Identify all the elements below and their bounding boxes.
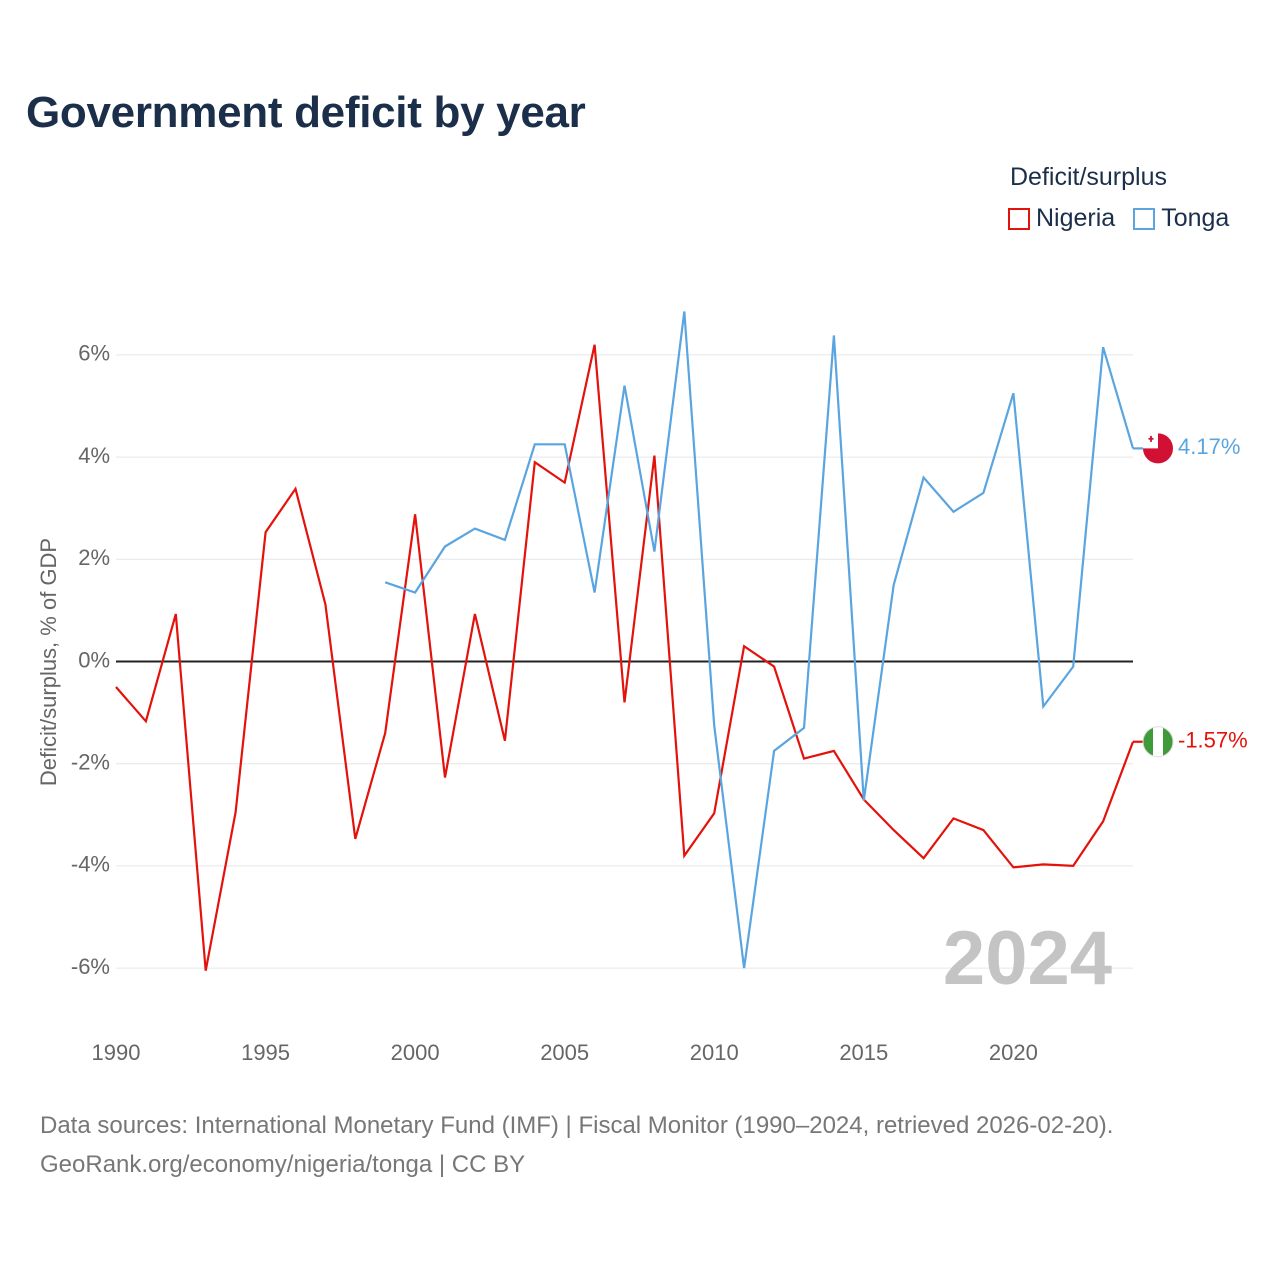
current-year-label: 2024 xyxy=(943,916,1112,1001)
x-tick-labels: 1990 1995 2000 2005 2010 2015 2020 xyxy=(92,1040,1038,1065)
flag-icon-nigeria xyxy=(1142,726,1174,758)
y-tick-label: 2% xyxy=(78,545,110,570)
source-line-2: GeoRank.org/economy/nigeria/tonga | CC B… xyxy=(40,1151,526,1178)
legend-item-tonga[interactable]: Tonga xyxy=(1133,204,1229,233)
legend: Nigeria Tonga xyxy=(1008,204,1229,233)
chart-title: Government deficit by year xyxy=(26,88,586,137)
y-tick-label: 0% xyxy=(78,647,110,672)
end-markers: -1.57% 4.17% xyxy=(1133,433,1248,758)
sources: Data sources: International Monetary Fun… xyxy=(40,1106,1113,1184)
x-tick-label: 2010 xyxy=(690,1040,739,1065)
end-value-label-tonga: 4.17% xyxy=(1178,434,1240,459)
legend-title: Deficit/surplus xyxy=(1010,163,1167,191)
flag-white-band xyxy=(1153,726,1163,757)
series-line-nigeria xyxy=(115,344,1135,971)
source-line-1: Data sources: International Monetary Fun… xyxy=(40,1112,1114,1139)
x-tick-label: 2005 xyxy=(540,1040,589,1065)
x-tick-label: 2020 xyxy=(989,1040,1038,1065)
y-tick-labels: -6% -4% -2% 0% 2% 4% 6% xyxy=(71,341,110,979)
y-tick-label: 4% xyxy=(78,443,110,468)
x-tick-label: 2000 xyxy=(391,1040,440,1065)
x-tick-label: 1990 xyxy=(92,1040,141,1065)
y-tick-label: -2% xyxy=(71,750,110,775)
legend-swatch-nigeria xyxy=(1008,207,1030,230)
legend-item-nigeria[interactable]: Nigeria xyxy=(1008,204,1115,233)
y-tick-label: -6% xyxy=(71,954,110,979)
legend-label-nigeria: Nigeria xyxy=(1036,204,1116,232)
legend-swatch-tonga xyxy=(1133,207,1156,230)
series-group xyxy=(115,311,1135,971)
y-axis-label: Deficit/surplus, % of GDP xyxy=(36,538,61,786)
flag-icon-tonga xyxy=(1143,433,1173,464)
y-tick-label: -4% xyxy=(71,852,110,877)
flag-green-left xyxy=(1143,727,1153,756)
x-tick-label: 1995 xyxy=(241,1040,290,1065)
flag-outline xyxy=(1142,726,1174,758)
end-value-label-nigeria: -1.57% xyxy=(1178,728,1248,753)
x-tick-label: 2015 xyxy=(839,1040,888,1065)
legend-label-tonga: Tonga xyxy=(1161,204,1230,232)
flag-green-right xyxy=(1163,727,1173,756)
series-line-tonga xyxy=(384,311,1135,969)
flag-cross-v xyxy=(1150,435,1152,442)
y-tick-label: 6% xyxy=(78,341,110,366)
grid-lines xyxy=(116,354,1133,969)
